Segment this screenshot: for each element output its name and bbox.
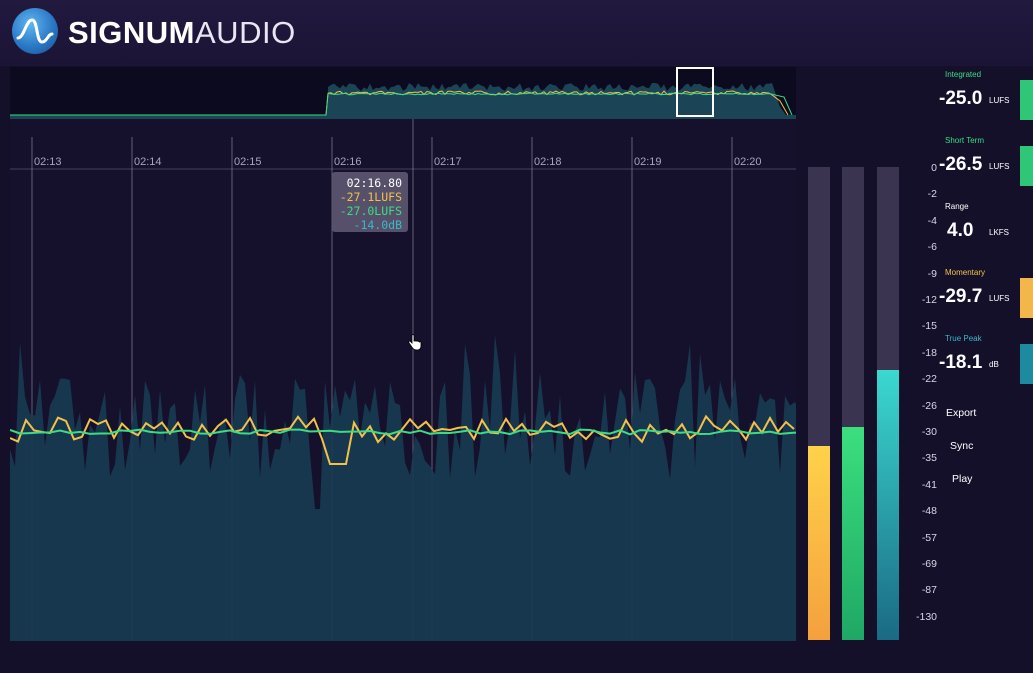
- scale-tick: -48: [921, 505, 937, 518]
- scale-tick: -2: [927, 188, 937, 201]
- integrated-readout: Integrated -25.0 LUFS: [937, 66, 1033, 126]
- momentary-meter-fill: [808, 446, 830, 640]
- scale-tick: -87: [921, 584, 937, 597]
- range-readout: Range 4.0 LKFS: [937, 198, 1033, 258]
- momentary-value: -29.7: [939, 286, 983, 307]
- integrated-swatch: [1020, 80, 1033, 120]
- time-label: 02:19: [634, 156, 662, 168]
- tooltip-time: 02:16.80: [346, 176, 402, 190]
- tooltip-true-peak: -14.0dB: [353, 218, 402, 232]
- true-peak-meter: [877, 167, 899, 640]
- momentary-meter: [808, 167, 830, 640]
- true-peak-meter-fill: [877, 370, 899, 640]
- true-peak-value: -18.1: [939, 352, 983, 373]
- scale-tick: -9: [927, 267, 937, 280]
- sync-button[interactable]: Sync: [950, 440, 974, 452]
- overview-strip[interactable]: [10, 67, 796, 119]
- overview-peak-area: [10, 83, 796, 119]
- short-term-readout: Short Term -26.5 LUFS: [937, 132, 1033, 192]
- time-label: 02:17: [434, 156, 462, 168]
- short-term-meter: [842, 167, 864, 640]
- tooltip-momentary: -27.1LUFS: [339, 190, 402, 204]
- range-value: 4.0: [947, 220, 974, 241]
- range-label: Range: [945, 202, 969, 211]
- integrated-label: Integrated: [945, 70, 982, 79]
- timeline-graph: 02:13 02:14 02:15 02:16 02:17 02:18 02:19 02:20: [10, 119, 796, 641]
- overview-waveform: [10, 67, 796, 119]
- overview-short-term-line: [10, 92, 793, 116]
- time-label: 02:13: [34, 156, 62, 168]
- brand-name-light: AUDIO: [195, 15, 296, 50]
- integrated-unit: LUFS: [989, 96, 1010, 105]
- short-term-value: -26.5: [939, 154, 983, 175]
- brand-name-bold: SIGNUM: [68, 15, 195, 50]
- scale-tick: -130: [915, 610, 937, 623]
- true-peak-label: True Peak: [945, 334, 982, 343]
- range-unit: LKFS: [989, 228, 1010, 237]
- short-term-line: [10, 428, 796, 436]
- app-header: SIGNUMAUDIO: [0, 0, 1033, 66]
- time-label: 02:15: [234, 156, 262, 168]
- scale-tick: -57: [921, 531, 937, 544]
- short-term-meter-fill: [842, 427, 864, 640]
- momentary-readout: Momentary -29.7 LUFS: [937, 264, 1033, 324]
- time-label: 02:14: [134, 156, 162, 168]
- hover-tooltip: 02:16.80 -27.1LUFS -27.0LUFS -14.0dB: [332, 172, 408, 232]
- short-term-swatch: [1020, 146, 1033, 186]
- time-label: 02:16: [334, 156, 362, 168]
- short-term-unit: LUFS: [989, 162, 1010, 171]
- scale-tick: -12: [921, 294, 937, 306]
- level-scale: 0 -2 -4 -6 -9 -12 -15 -18 -22 -26 -30 -35 -41 -48 -57 -…: [905, 160, 937, 640]
- brand-name: SIGNUMAUDIO: [68, 15, 296, 51]
- scale-tick: -15: [921, 320, 937, 333]
- scale-tick: 0: [931, 162, 937, 174]
- scale-tick: -18: [921, 346, 937, 359]
- scale-tick: -6: [927, 241, 937, 254]
- momentary-swatch: [1020, 278, 1033, 318]
- hand-cursor-icon: [407, 334, 423, 357]
- true-peak-swatch: [1020, 344, 1033, 384]
- scale-tick: -4: [927, 214, 937, 227]
- scale-tick: -26: [921, 399, 937, 412]
- integrated-value: -25.0: [939, 88, 983, 109]
- play-button[interactable]: Play: [952, 473, 973, 485]
- scale-tick: -22: [921, 373, 937, 386]
- true-peak-area: [10, 335, 796, 641]
- export-button[interactable]: Export: [946, 407, 977, 419]
- momentary-label: Momentary: [945, 268, 986, 277]
- scale-tick: -41: [921, 478, 937, 491]
- scale-tick: -69: [921, 558, 937, 570]
- scale-tick: -30: [921, 426, 937, 438]
- scale-tick: -35: [921, 452, 937, 465]
- short-term-label: Short Term: [945, 136, 984, 145]
- readouts-panel: Integrated -25.0 LUFS Short Term -26.5 L…: [937, 66, 1033, 673]
- time-label: 02:20: [734, 156, 762, 168]
- momentary-unit: LUFS: [989, 294, 1010, 303]
- true-peak-unit: dB: [989, 360, 999, 369]
- overview-selection-window: [676, 67, 714, 117]
- time-label: 02:18: [534, 156, 562, 168]
- true-peak-readout: True Peak -18.1 dB: [937, 330, 1033, 390]
- signum-logo-icon: [12, 8, 58, 54]
- tooltip-short-term: -27.0LUFS: [339, 204, 402, 218]
